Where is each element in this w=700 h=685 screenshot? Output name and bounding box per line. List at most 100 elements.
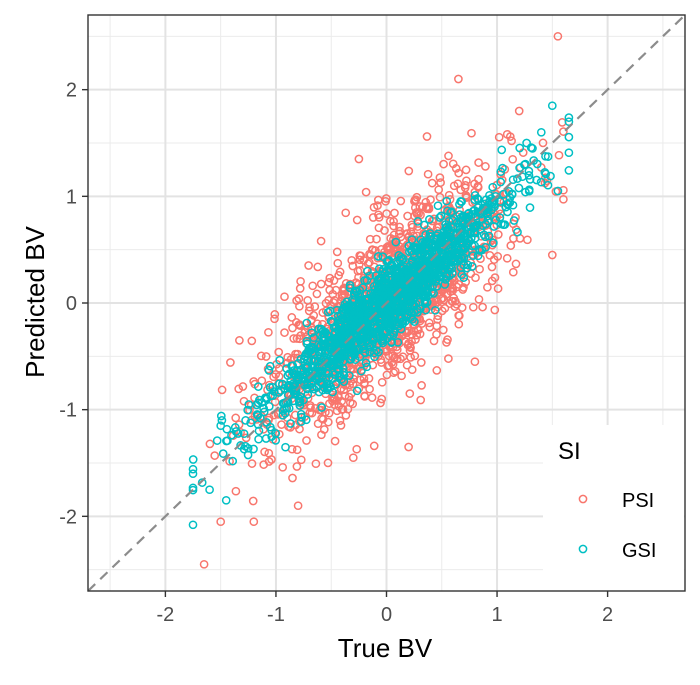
- gsi-point: [360, 348, 370, 357]
- gsi-point: [400, 283, 410, 293]
- gsi-point: [441, 259, 450, 269]
- psi-point: [444, 354, 453, 363]
- psi-point: [329, 276, 339, 285]
- gsi-point: [378, 252, 388, 262]
- psi-point: [374, 210, 383, 220]
- psi-point: [402, 360, 412, 370]
- psi-point: [553, 31, 563, 41]
- gsi-point: [525, 203, 535, 212]
- psi-point: [231, 486, 241, 496]
- gsi-point: [347, 318, 357, 328]
- psi-point: [367, 245, 377, 254]
- gsi-point: [457, 197, 466, 207]
- gsi-point: [342, 304, 352, 314]
- gsi-point: [420, 261, 430, 271]
- gsi-point: [410, 263, 420, 272]
- gsi-point: [404, 296, 414, 306]
- psi-point: [502, 253, 512, 263]
- psi-point: [429, 336, 439, 346]
- psi-point: [468, 302, 478, 312]
- gsi-point: [253, 382, 263, 391]
- psi-point: [393, 246, 402, 256]
- gsi-point: [278, 410, 288, 420]
- gsi-point: [370, 352, 379, 362]
- psi-point: [308, 281, 318, 291]
- psi-point: [404, 442, 413, 452]
- gsi-point: [307, 328, 317, 338]
- gsi-point: [468, 251, 478, 261]
- gsi-point: [425, 215, 434, 224]
- psi-point: [210, 451, 220, 460]
- psi-point: [432, 321, 442, 331]
- gsi-point: [301, 349, 311, 359]
- gsi-point: [379, 264, 388, 274]
- psi-point: [494, 132, 504, 142]
- gsi-point: [369, 348, 379, 358]
- gsi-point: [401, 289, 410, 298]
- gsi-point: [448, 216, 458, 225]
- psi-point: [450, 302, 460, 311]
- gsi-point: [397, 254, 407, 264]
- psi-point: [310, 302, 320, 311]
- psi-point: [434, 185, 444, 195]
- psi-point: [381, 194, 391, 203]
- y-tick-label: 2: [66, 80, 77, 102]
- psi-point: [421, 197, 431, 207]
- gsi-point: [497, 145, 507, 155]
- gsi-point: [475, 246, 484, 255]
- psi-point: [359, 255, 369, 265]
- psi-point: [416, 358, 426, 367]
- psi-point: [347, 255, 357, 265]
- psi-point: [523, 235, 532, 245]
- psi-point: [541, 173, 550, 183]
- gsi-point: [267, 425, 276, 435]
- psi-point: [270, 310, 280, 319]
- gsi-point: [391, 237, 401, 247]
- gsi-point: [442, 271, 451, 281]
- gsi-point: [264, 402, 274, 411]
- psi-point: [225, 456, 234, 466]
- gsi-point: [413, 277, 422, 287]
- psi-point: [377, 377, 387, 387]
- psi-point: [373, 195, 383, 205]
- psi-point: [446, 286, 455, 296]
- gsi-point: [433, 201, 443, 211]
- gsi-point: [422, 260, 432, 269]
- gsi-point: [373, 340, 382, 349]
- psi-point: [490, 305, 500, 315]
- gsi-point: [241, 416, 250, 425]
- psi-point: [304, 306, 314, 316]
- psi-point: [514, 106, 524, 116]
- psi-point: [332, 396, 342, 405]
- gsi-point: [336, 350, 346, 359]
- gsi-point: [290, 390, 300, 399]
- gsi-point: [398, 319, 408, 329]
- gsi-point: [188, 455, 198, 464]
- psi-point: [271, 370, 281, 379]
- psi-point: [454, 311, 464, 320]
- psi-point: [474, 158, 483, 167]
- gsi-point: [345, 280, 355, 290]
- psi-point: [361, 187, 371, 197]
- gsi-point: [253, 398, 263, 408]
- gsi-point: [483, 216, 493, 226]
- gsi-point: [415, 243, 425, 253]
- psi-point: [256, 351, 266, 361]
- psi-point: [462, 192, 472, 201]
- psi-point: [261, 352, 271, 361]
- gsi-point: [188, 520, 198, 530]
- gsi-point: [216, 421, 226, 431]
- gsi-point: [367, 294, 377, 304]
- gsi-point: [436, 248, 446, 258]
- psi-point: [441, 281, 451, 291]
- psi-point: [385, 216, 395, 226]
- gsi-point: [430, 305, 440, 315]
- gsi-point: [513, 174, 522, 183]
- gsi-point: [442, 196, 452, 206]
- psi-point: [470, 357, 480, 367]
- reference-line: [87, 14, 686, 592]
- psi-point: [415, 329, 425, 339]
- gsi-point: [381, 287, 391, 297]
- psi-point: [339, 385, 349, 395]
- gsi-point: [268, 382, 278, 392]
